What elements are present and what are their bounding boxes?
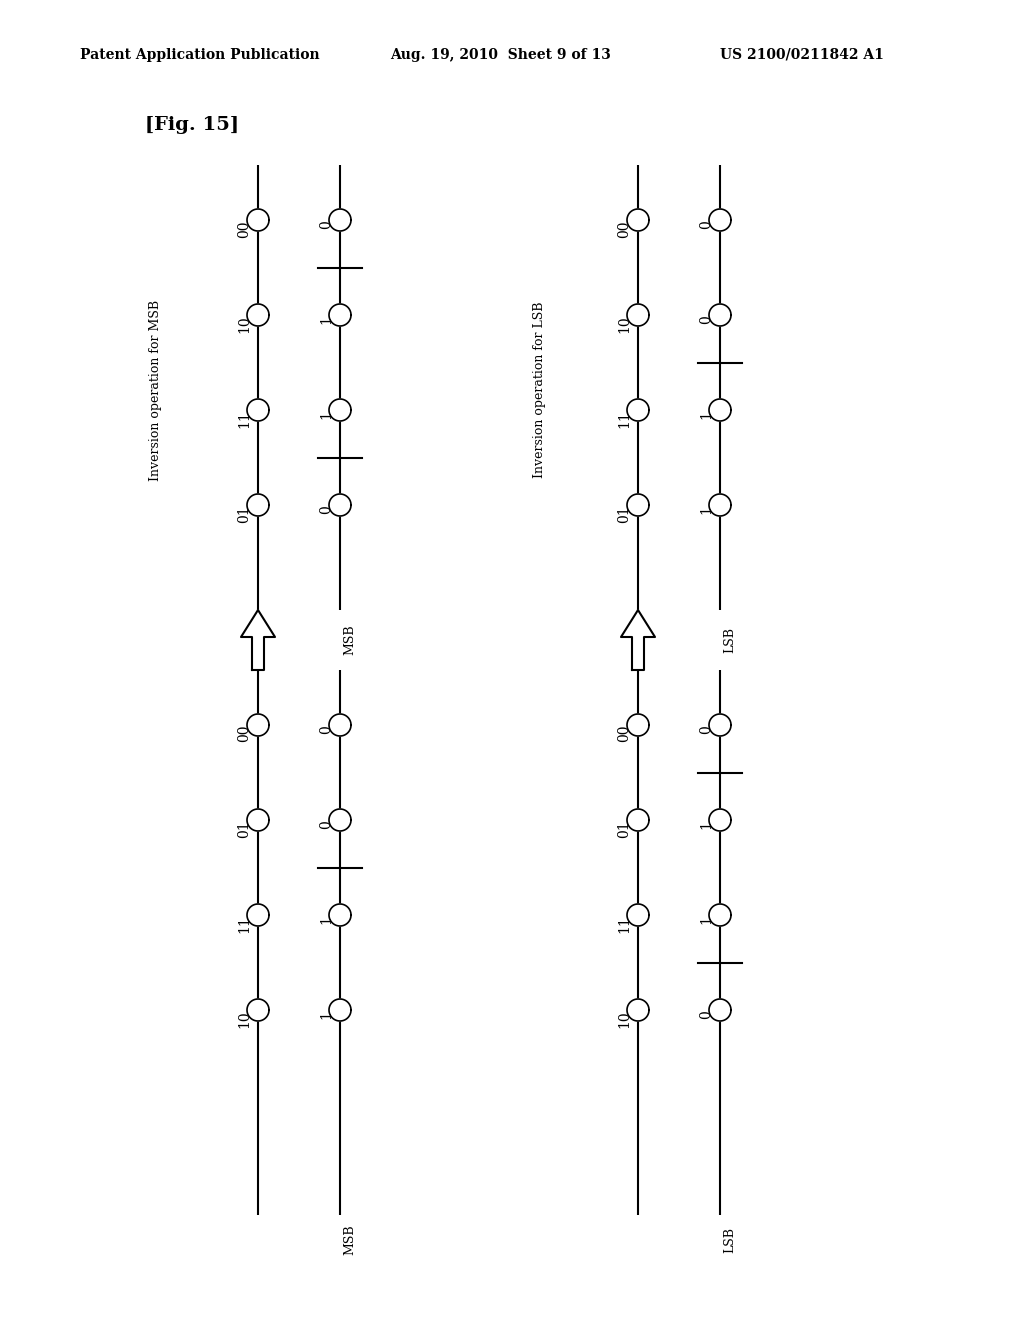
Text: 00: 00: [617, 220, 631, 238]
Polygon shape: [329, 999, 351, 1020]
Text: 1: 1: [319, 915, 333, 924]
Text: Inversion operation for LSB: Inversion operation for LSB: [534, 302, 547, 478]
Text: 00: 00: [237, 220, 251, 238]
Text: 10: 10: [237, 1010, 251, 1028]
Polygon shape: [627, 209, 649, 231]
Polygon shape: [627, 999, 649, 1020]
Text: 0: 0: [699, 1010, 713, 1019]
Text: 0: 0: [319, 506, 333, 513]
Polygon shape: [709, 999, 731, 1020]
Polygon shape: [247, 999, 269, 1020]
Text: 1: 1: [319, 315, 333, 323]
Polygon shape: [247, 714, 269, 737]
Text: 0: 0: [699, 220, 713, 228]
Polygon shape: [621, 610, 655, 671]
Text: 10: 10: [617, 315, 631, 333]
Polygon shape: [247, 209, 269, 231]
Text: US 2100/0211842 A1: US 2100/0211842 A1: [720, 48, 884, 62]
Text: 00: 00: [617, 725, 631, 742]
Polygon shape: [627, 304, 649, 326]
Text: 0: 0: [699, 315, 713, 323]
Text: 0: 0: [699, 725, 713, 734]
Polygon shape: [247, 904, 269, 927]
Polygon shape: [627, 494, 649, 516]
Text: Inversion operation for MSB: Inversion operation for MSB: [148, 300, 162, 480]
Polygon shape: [247, 304, 269, 326]
Text: 0: 0: [319, 725, 333, 734]
Text: MSB: MSB: [343, 1225, 356, 1255]
Text: [Fig. 15]: [Fig. 15]: [145, 116, 240, 135]
Text: 10: 10: [617, 1010, 631, 1028]
Text: LSB: LSB: [724, 1228, 736, 1253]
Text: 1: 1: [699, 915, 713, 924]
Text: 10: 10: [237, 315, 251, 333]
Polygon shape: [241, 610, 275, 671]
Text: LSB: LSB: [724, 627, 736, 653]
Text: 00: 00: [237, 725, 251, 742]
Polygon shape: [627, 904, 649, 927]
Polygon shape: [709, 399, 731, 421]
Text: 11: 11: [237, 915, 251, 933]
Polygon shape: [247, 494, 269, 516]
Text: 1: 1: [699, 506, 713, 513]
Polygon shape: [709, 714, 731, 737]
Text: 11: 11: [617, 411, 631, 428]
Text: Patent Application Publication: Patent Application Publication: [80, 48, 319, 62]
Polygon shape: [709, 904, 731, 927]
Text: 1: 1: [699, 411, 713, 418]
Polygon shape: [709, 809, 731, 832]
Text: 01: 01: [237, 820, 251, 838]
Text: MSB: MSB: [343, 624, 356, 655]
Text: 11: 11: [617, 915, 631, 933]
Polygon shape: [627, 714, 649, 737]
Polygon shape: [709, 304, 731, 326]
Polygon shape: [329, 904, 351, 927]
Polygon shape: [627, 399, 649, 421]
Text: Aug. 19, 2010  Sheet 9 of 13: Aug. 19, 2010 Sheet 9 of 13: [390, 48, 611, 62]
Polygon shape: [329, 809, 351, 832]
Text: 0: 0: [319, 220, 333, 228]
Text: 1: 1: [319, 1010, 333, 1019]
Polygon shape: [627, 809, 649, 832]
Polygon shape: [709, 494, 731, 516]
Polygon shape: [329, 494, 351, 516]
Text: 0: 0: [319, 820, 333, 829]
Polygon shape: [247, 399, 269, 421]
Polygon shape: [247, 809, 269, 832]
Text: 11: 11: [237, 411, 251, 428]
Text: 1: 1: [319, 411, 333, 418]
Text: 1: 1: [699, 820, 713, 829]
Polygon shape: [329, 209, 351, 231]
Polygon shape: [329, 399, 351, 421]
Text: 01: 01: [237, 506, 251, 523]
Text: 01: 01: [617, 506, 631, 523]
Text: 01: 01: [617, 820, 631, 838]
Polygon shape: [709, 209, 731, 231]
Polygon shape: [329, 304, 351, 326]
Polygon shape: [329, 714, 351, 737]
